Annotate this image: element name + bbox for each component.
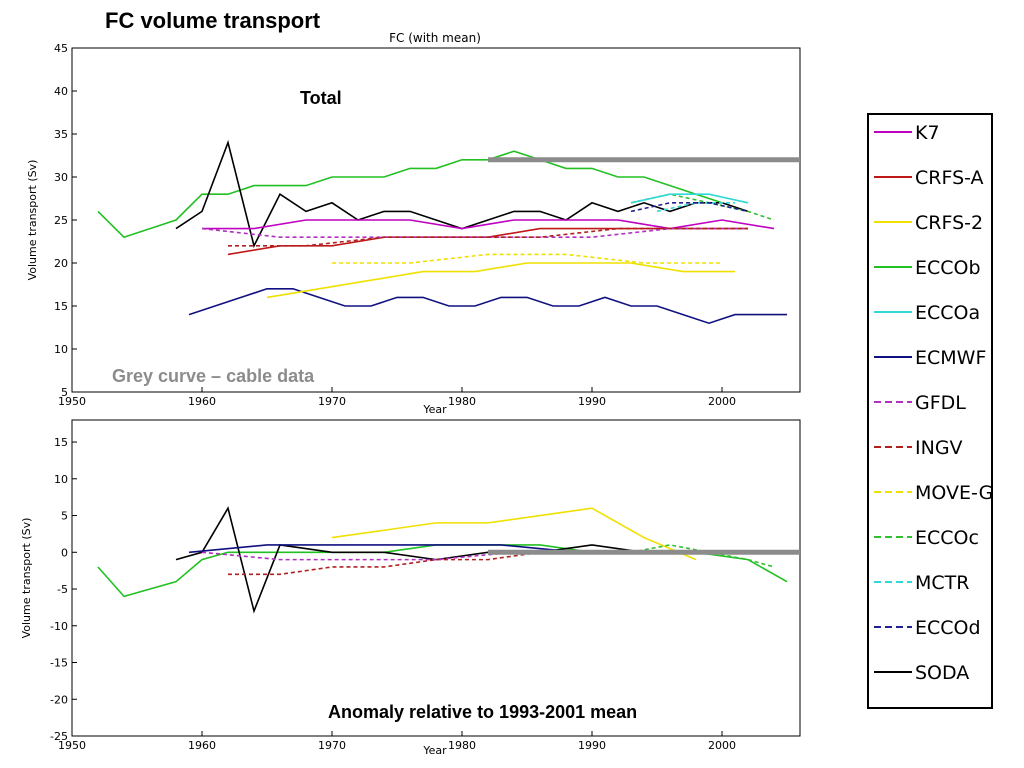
- legend-item: ECCOd: [874, 617, 981, 639]
- page-title: FC volume transport: [105, 8, 321, 33]
- legend-item: CRFS-A: [874, 167, 984, 189]
- y-tick-label: -15: [50, 657, 68, 670]
- legend-label: K7: [915, 122, 940, 144]
- y-tick-label: 10: [54, 473, 68, 486]
- panel-label-anomaly: Anomaly relative to 1993-2001 mean: [328, 702, 637, 722]
- y-tick-label: 25: [54, 214, 68, 227]
- x-tick-label: 1960: [188, 739, 216, 752]
- series-eccod-line: [630, 202, 749, 213]
- y-tick-label: -5: [57, 583, 68, 596]
- legend-item: ECCOc: [874, 527, 979, 549]
- x-axis-label: Year: [422, 403, 447, 416]
- legend-label: GFDL: [915, 392, 966, 414]
- series-k7-line: [202, 219, 775, 230]
- x-tick-label: 1970: [318, 395, 346, 408]
- series-crfs-2-line: [266, 262, 735, 299]
- legend-label: CRFS-2: [915, 212, 983, 234]
- series-eccoa-line: [630, 193, 749, 204]
- y-tick-label: 30: [54, 171, 68, 184]
- legend-item: MCTR: [874, 572, 969, 594]
- legend-item: MOVE-G: [874, 482, 993, 504]
- y-tick-label: 15: [54, 436, 68, 449]
- x-tick-label: 1980: [448, 395, 476, 408]
- x-tick-label: 2000: [708, 739, 736, 752]
- legend-label: ECCOc: [915, 527, 979, 549]
- series-ingv-line: [228, 227, 748, 247]
- legend-item: K7: [874, 122, 940, 144]
- legend-label: INGV: [915, 437, 963, 459]
- y-tick-label: 35: [54, 128, 68, 141]
- legend-item: CRFS-2: [874, 212, 983, 234]
- series-eccob-line: [97, 150, 723, 239]
- legend-label: ECCOd: [915, 617, 981, 639]
- y-tick-label: 5: [61, 386, 68, 399]
- y-axis-label: Volume transport (Sv): [20, 518, 33, 639]
- cable-annotation: Grey curve – cable data: [112, 366, 315, 386]
- x-tick-label: 1960: [188, 395, 216, 408]
- chart-title: FC (with mean): [389, 31, 481, 45]
- legend-item: INGV: [874, 437, 963, 459]
- y-tick-label: -10: [50, 620, 68, 633]
- y-tick-label: -20: [50, 693, 68, 706]
- legend-label: MOVE-G: [915, 482, 993, 504]
- y-tick-label: 5: [61, 510, 68, 523]
- legend-item: ECMWF: [874, 347, 986, 369]
- y-tick-label: 10: [54, 343, 68, 356]
- legend-label: CRFS-A: [915, 167, 984, 189]
- legend-label: ECCOa: [915, 302, 980, 324]
- chart-legend: K7 CRFS-A CRFS-2 ECCOb ECCOa ECMWF GFDL INGV MOV…: [867, 113, 993, 709]
- series-mctr-line: [656, 202, 735, 213]
- legend-label: MCTR: [915, 572, 969, 594]
- y-tick-label: 45: [54, 42, 68, 55]
- series-crfs-2-line: [331, 507, 697, 561]
- x-tick-label: 1990: [578, 395, 606, 408]
- legend-item: ECCOa: [874, 302, 980, 324]
- x-axis-label: Year: [422, 744, 447, 757]
- legend-label: ECCOb: [915, 257, 981, 279]
- total-transport-chart: FC (with mean) 1950 1960 1970 1980 1990 2000 5…: [26, 31, 801, 416]
- legend-item: GFDL: [874, 392, 966, 414]
- y-axis-label: Volume transport (Sv): [26, 160, 39, 281]
- series-move-g-line: [332, 253, 722, 264]
- x-tick-label: 2000: [708, 395, 736, 408]
- legend-item: SODA: [874, 662, 969, 684]
- legend-item: ECCOb: [874, 257, 981, 279]
- y-tick-label: 0: [61, 546, 68, 559]
- legend-label: SODA: [915, 662, 969, 684]
- x-tick-label: 1970: [318, 739, 346, 752]
- y-tick-label: -25: [50, 730, 68, 743]
- y-tick-label: 15: [54, 300, 68, 313]
- legend-box: [867, 113, 993, 709]
- legend-label: ECMWF: [915, 347, 986, 369]
- plot-frame: [71, 419, 801, 737]
- x-tick-label: 1950: [58, 395, 86, 408]
- x-tick-label: 1980: [448, 739, 476, 752]
- series-ecmwf-line: [188, 287, 787, 325]
- y-tick-label: 40: [54, 85, 68, 98]
- anomaly-transport-chart: 1950 1960 1970 1980 1990 2000 -25 -20 -15 -10 -5 0 5…: [20, 419, 801, 757]
- y-tick-label: 20: [54, 257, 68, 270]
- panel-label-total: Total: [300, 88, 342, 108]
- x-tick-label: 1990: [578, 739, 606, 752]
- x-tick-label: 1950: [58, 739, 86, 752]
